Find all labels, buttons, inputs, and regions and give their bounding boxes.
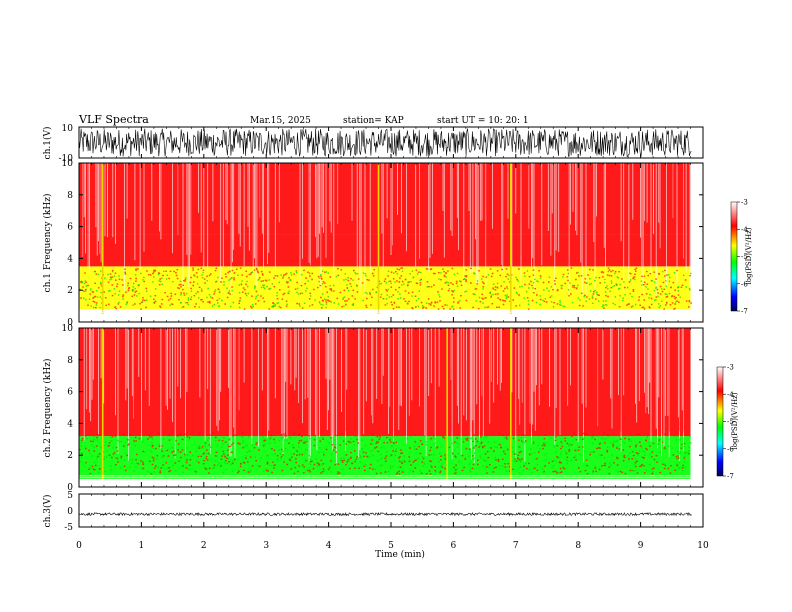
- yt1-label-3: 6: [67, 223, 73, 233]
- time-tick-label-5: 5: [388, 541, 394, 551]
- ch1-ytick-top: 10: [62, 124, 74, 134]
- cb2-label-4: -7: [727, 473, 734, 481]
- ch2-freq-ticks: 0 2 4 6 8 10: [62, 324, 703, 493]
- time-axis-label: Time (min): [375, 549, 425, 560]
- ch3-ytick-mid: 0: [67, 507, 73, 517]
- yt1-label-4: 8: [67, 191, 73, 201]
- ch1-waveform-ylabel: ch.1(V): [42, 127, 53, 160]
- yt2-label-5: 10: [62, 324, 74, 334]
- date-label: Mar.15, 2025: [250, 116, 311, 126]
- cb1-label-4: -7: [741, 308, 748, 316]
- time-axis-ticks: 0 1 2 3 4 5 6 7 8 9 10: [76, 127, 709, 551]
- yt2-label-3: 6: [67, 388, 73, 398]
- cb2-label-1: -4: [727, 391, 734, 399]
- yt2-label-0: 0: [67, 483, 73, 493]
- time-tick-label-2: 2: [201, 541, 207, 551]
- cb1-label-3: -6: [741, 280, 748, 288]
- time-tick-label-6: 6: [451, 541, 457, 551]
- ch1-colorbar-label: log(PSD)(V²/Hz): [745, 227, 753, 284]
- figure-title: VLF Spectra: [78, 113, 149, 126]
- time-tick-label-1: 1: [139, 541, 145, 551]
- ch1-freq-ylabel: ch.1 Frequency (kHz): [42, 194, 53, 293]
- time-tick-label-7: 7: [513, 541, 519, 551]
- yt1-label-2: 4: [67, 254, 73, 264]
- ch3-waveform-trace: [78, 511, 692, 517]
- yt2-label-1: 2: [67, 451, 73, 461]
- spec2-red-streaks: [87, 328, 689, 432]
- wave1-line: [78, 128, 692, 157]
- time-tick-label-10: 10: [697, 541, 709, 551]
- ch1-spectrogram-image: [79, 163, 692, 322]
- yt1-label-0: 0: [67, 318, 73, 328]
- station-label: station= KAP: [343, 116, 404, 126]
- ch2-freq-ylabel: ch.2 Frequency (kHz): [42, 359, 53, 458]
- time-tick-label-8: 8: [575, 541, 581, 551]
- time-tick-label-9: 9: [638, 541, 644, 551]
- cb1-label-1: -4: [741, 226, 748, 234]
- cb1-label-0: -3: [741, 199, 748, 207]
- cb1-label-2: -5: [741, 253, 748, 261]
- cb2-label-3: -6: [727, 445, 734, 453]
- time-tick-label-3: 3: [263, 541, 269, 551]
- spec1-band-2: [79, 163, 691, 235]
- ch3-ytick-bottom: -5: [64, 523, 73, 533]
- spec2-red-speckle: [79, 432, 690, 475]
- ch1-colorbar: [730, 201, 738, 312]
- spec2-band-2: [79, 328, 691, 408]
- spec1-band-0: [79, 266, 691, 310]
- time-tick-label-4: 4: [326, 541, 332, 551]
- spec1-red-speckle: [80, 267, 692, 310]
- cb2-label-0: -3: [727, 364, 734, 372]
- ch2-colorbar-label: log(PSD)(V²/Hz): [731, 392, 739, 449]
- yt1-label-5: 10: [62, 159, 74, 169]
- ch2-colorbar: [716, 366, 724, 477]
- ch1-freq-ticks: 0 2 4 6 8 10: [62, 159, 703, 328]
- yt2-label-2: 4: [67, 419, 73, 429]
- spec2-band-1: [79, 407, 691, 437]
- ch3-waveform-ylabel: ch.3(V): [42, 495, 53, 528]
- start-ut-label: start UT = 10: 20: 1: [437, 116, 529, 126]
- spec1-green-speckle: [79, 270, 692, 309]
- spec1-band-1: [79, 234, 691, 267]
- spec1-red-streaks: [82, 163, 685, 267]
- yt1-label-1: 2: [67, 286, 73, 296]
- time-tick-label-0: 0: [76, 541, 82, 551]
- ch1-ytick-bottom: -10: [59, 154, 74, 164]
- cb2-label-2: -5: [727, 418, 734, 426]
- ch1-colorbar-ticks: -3 -4 -5 -6 -7: [737, 199, 748, 316]
- wave3-line: [78, 511, 692, 517]
- ch1-waveform-trace: [78, 128, 692, 157]
- yt2-label-4: 8: [67, 356, 73, 366]
- ch3-ytick-top: 5: [67, 491, 73, 501]
- ch2-colorbar-ticks: -3 -4 -5 -6 -7: [723, 364, 734, 481]
- ch2-spectrogram-image: [78, 328, 692, 487]
